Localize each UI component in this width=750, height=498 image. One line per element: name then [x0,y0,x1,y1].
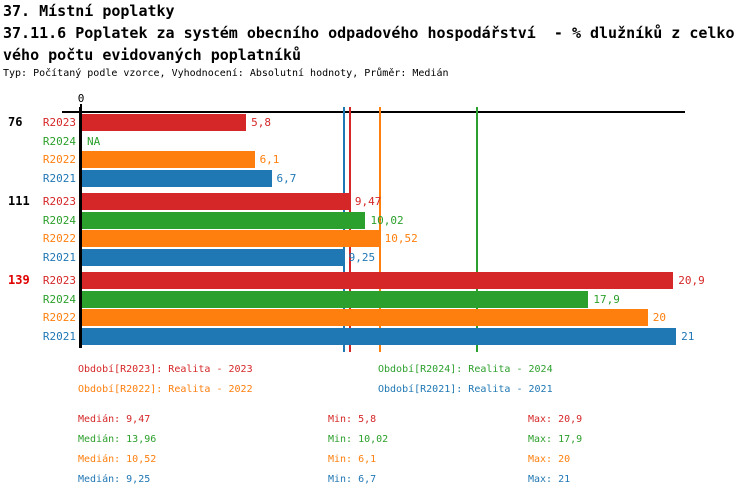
row-label-r2024: R2024 [42,292,76,306]
x-axis-tick-0-label: 0 [77,92,85,105]
stat-median-r2022: Medián: 10,52 [78,454,157,465]
bar-value-label: 10,52 [384,232,418,245]
bar-value-label: NA [87,134,101,148]
median-line-r2023 [348,107,351,352]
report-title-line-3: vého počtu evidovaných poplatníků [3,46,302,64]
legend-item-r2022: Období[R2022]: Realita - 2022 [78,384,253,395]
bar-value-label: 21 [681,329,695,343]
median-line-r2021 [342,107,345,352]
row-label-r2023: R2023 [42,195,76,208]
bar-value-label: 17,9 [593,292,620,306]
median-line-r2022 [378,107,381,352]
row-label-r2022: R2022 [42,311,76,324]
stat-min-r2021: Min: 6,7 [328,474,377,485]
bar-r2021 [82,248,344,266]
report-title-line-1: 37. Místní poplatky [3,2,175,20]
group-label-111: 111 [8,194,30,208]
row-label-r2023: R2023 [42,274,76,287]
row-label-r2022: R2022 [42,232,76,245]
bar-r2021 [82,169,272,187]
stat-median-r2023: Medián: 9,47 [78,414,151,425]
group-label-139: 139 [8,273,30,287]
legend-item-r2024: Období[R2024]: Realita - 2024 [378,364,553,375]
legend-item-r2023: Období[R2023]: Realita - 2023 [78,364,253,375]
row-label-r2024: R2024 [42,134,76,148]
bar-r2022 [82,230,380,247]
bar-r2021 [82,327,677,345]
bar-value-label: 5,8 [251,116,271,129]
row-label-r2021: R2021 [42,250,76,264]
stat-max-r2023: Max: 20,9 [528,414,583,425]
bar-r2023 [82,272,674,289]
median-line-r2024 [475,107,478,352]
stat-min-r2024: Min: 10,02 [328,434,389,445]
stat-median-r2021: Medián: 9,25 [78,474,151,485]
row-label-r2022: R2022 [42,153,76,166]
bar-value-label: 9,25 [348,250,376,264]
stat-max-r2022: Max: 20 [528,454,571,465]
bar-r2024 [82,211,366,229]
report-meta: Typ: Počítaný podle vzorce, Vyhodnocení:… [3,68,449,79]
row-label-r2024: R2024 [42,213,76,227]
bar-value-label: 6,1 [259,153,280,166]
bar-r2024 [82,290,589,308]
bar-value-label: 10,02 [370,213,404,227]
bar-r2023 [82,114,247,131]
bar-r2022 [82,151,255,168]
row-label-r2023: R2023 [42,116,76,129]
legend-item-r2021: Období[R2021]: Realita - 2021 [378,384,553,395]
x-axis-line [62,111,685,113]
row-label-r2021: R2021 [42,171,76,185]
bar-value-label: 20 [652,311,667,324]
row-label-r2021: R2021 [42,329,76,343]
bar-value-label: 6,7 [276,171,297,185]
stat-max-r2024: Max: 17,9 [528,434,583,445]
bar-r2023 [82,193,350,210]
stat-max-r2021: Max: 21 [528,474,571,485]
stat-min-r2023: Min: 5,8 [328,414,377,425]
stat-median-r2024: Medián: 13,96 [78,434,157,445]
group-label-76: 76 [8,115,23,129]
bar-chart: 0 76 R2023 5,8 R2024 NA R2022 6,1 R2021 6,7 111 R2… [8,92,705,352]
bar-r2022 [82,309,648,326]
stat-min-r2022: Min: 6,1 [328,454,377,465]
y-axis-line [79,107,82,348]
bar-value-label: 20,9 [678,274,705,287]
bar-value-label: 9,47 [354,195,382,208]
report-title-line-2: 37.11.6 Poplatek za systém obecního odpa… [3,24,735,42]
